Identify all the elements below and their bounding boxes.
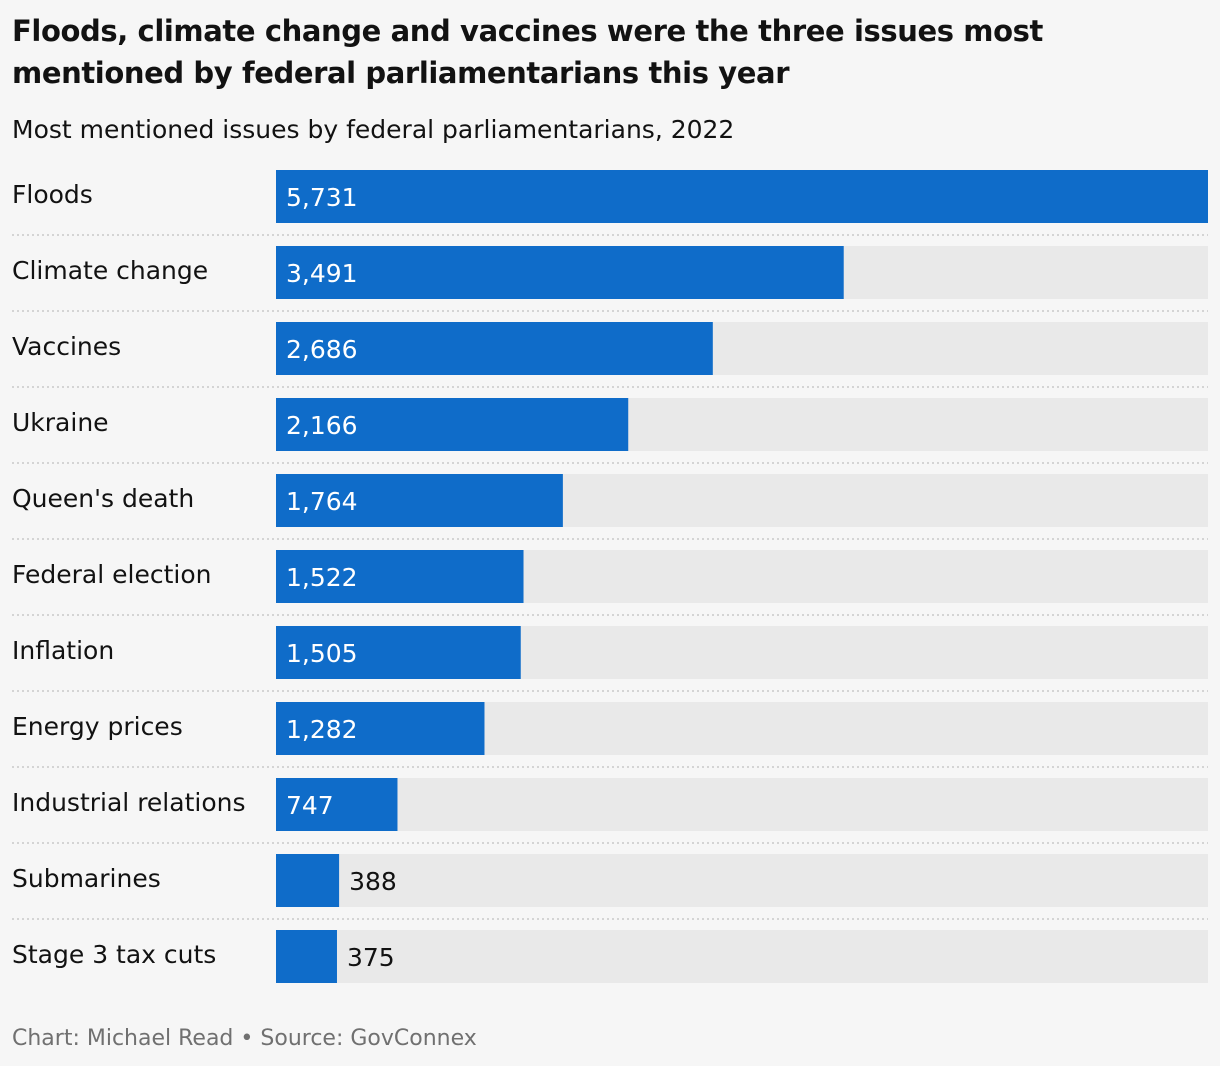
- category-label: Inflation: [12, 636, 114, 665]
- category-label: Queen's death: [12, 484, 194, 513]
- data-bar: [276, 550, 524, 603]
- data-bar: [276, 322, 713, 375]
- data-bar: [276, 474, 563, 527]
- value-label: 1,505: [286, 639, 358, 668]
- category-label: Energy prices: [12, 712, 183, 741]
- value-label: 1,522: [286, 563, 358, 592]
- data-bar: [276, 702, 485, 755]
- category-label: Submarines: [12, 864, 161, 893]
- data-bar: [276, 246, 844, 299]
- bar-track: [276, 778, 1208, 831]
- data-bar: [276, 930, 337, 983]
- category-label: Climate change: [12, 256, 208, 285]
- bar-track: [276, 930, 1208, 983]
- category-label: Vaccines: [12, 332, 121, 361]
- value-label: 1,764: [286, 487, 358, 516]
- category-label: Federal election: [12, 560, 211, 589]
- value-label: 375: [347, 943, 395, 972]
- value-label: 5,731: [286, 183, 358, 212]
- value-label: 388: [349, 867, 397, 896]
- category-label: Ukraine: [12, 408, 109, 437]
- data-bar: [276, 170, 1208, 223]
- data-bar: [276, 778, 398, 831]
- chart-source: Source: GovConnex: [260, 1026, 477, 1051]
- bar-track: [276, 854, 1208, 907]
- bar-chart: Floods 5,731 Climate change 3,491 Vaccines 2,…: [12, 170, 1208, 983]
- chart-credit: Chart: Michael Read: [12, 1026, 234, 1051]
- chart-subtitle: Most mentioned issues by federal parliam…: [12, 115, 735, 144]
- data-bar: [276, 626, 521, 679]
- data-bar: [276, 398, 629, 451]
- value-label: 747: [286, 791, 334, 820]
- category-label: Stage 3 tax cuts: [12, 940, 216, 969]
- footer-separator: •: [240, 1026, 254, 1051]
- category-label: Floods: [12, 180, 93, 209]
- value-label: 1,282: [286, 715, 358, 744]
- chart-title: Floods, climate change and vaccines were…: [12, 14, 1043, 90]
- value-label: 2,166: [286, 411, 358, 440]
- category-label: Industrial relations: [12, 788, 245, 817]
- data-bar: [276, 854, 340, 907]
- chart-footer: Chart: Michael Read • Source: GovConnex: [12, 1022, 477, 1056]
- value-label: 3,491: [286, 259, 358, 288]
- value-label: 2,686: [286, 335, 358, 364]
